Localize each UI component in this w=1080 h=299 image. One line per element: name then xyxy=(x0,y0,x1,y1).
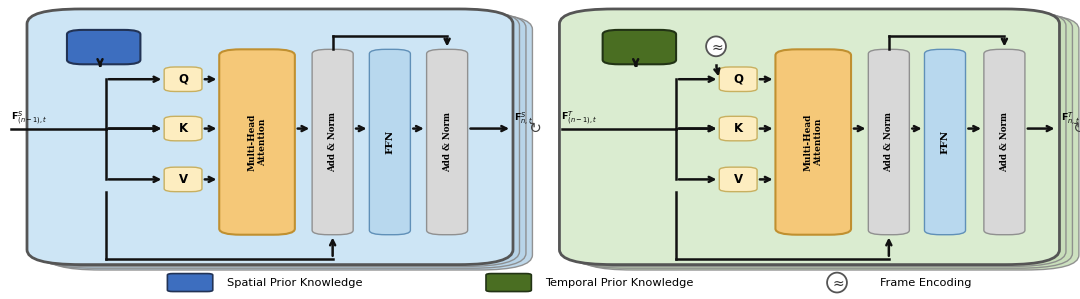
Text: Add & Norm: Add & Norm xyxy=(328,112,337,172)
FancyBboxPatch shape xyxy=(40,13,526,268)
Text: $\mathbf{F}^S_{n,t}$: $\mathbf{F}^S_{n,t}$ xyxy=(514,111,534,127)
FancyBboxPatch shape xyxy=(164,167,202,192)
Text: V: V xyxy=(733,173,743,186)
Text: $\mathbf{F}^S_{(n-1),t}$: $\mathbf{F}^S_{(n-1),t}$ xyxy=(11,109,48,127)
FancyBboxPatch shape xyxy=(167,274,213,292)
FancyBboxPatch shape xyxy=(312,49,353,235)
FancyBboxPatch shape xyxy=(33,11,519,266)
FancyBboxPatch shape xyxy=(427,49,468,235)
FancyBboxPatch shape xyxy=(924,49,966,235)
FancyBboxPatch shape xyxy=(219,49,295,235)
FancyBboxPatch shape xyxy=(27,9,513,265)
Text: $\circlearrowright$: $\circlearrowright$ xyxy=(526,121,543,136)
FancyBboxPatch shape xyxy=(46,14,532,270)
Text: FFN: FFN xyxy=(941,130,949,154)
FancyBboxPatch shape xyxy=(164,67,202,91)
Text: $\approx$: $\approx$ xyxy=(829,276,845,289)
Text: Add & Norm: Add & Norm xyxy=(885,112,893,172)
Text: Q: Q xyxy=(178,73,188,86)
Text: $\mathbf{F}^T_{n,t}$: $\mathbf{F}^T_{n,t}$ xyxy=(1061,111,1080,127)
FancyBboxPatch shape xyxy=(559,9,1059,265)
Text: Frame Encoding: Frame Encoding xyxy=(880,277,972,288)
FancyBboxPatch shape xyxy=(984,49,1025,235)
FancyBboxPatch shape xyxy=(67,30,140,64)
FancyBboxPatch shape xyxy=(868,49,909,235)
Text: K: K xyxy=(733,122,743,135)
FancyBboxPatch shape xyxy=(486,274,531,292)
Text: Multi-Head
Attention: Multi-Head Attention xyxy=(247,113,267,171)
FancyBboxPatch shape xyxy=(603,30,676,64)
FancyBboxPatch shape xyxy=(719,167,757,192)
Text: V: V xyxy=(178,173,188,186)
Text: $\approx$: $\approx$ xyxy=(708,39,724,53)
Text: $\circlearrowright$: $\circlearrowright$ xyxy=(1069,121,1080,136)
FancyBboxPatch shape xyxy=(572,13,1072,268)
Text: Add & Norm: Add & Norm xyxy=(443,112,451,172)
Text: Multi-Head
Attention: Multi-Head Attention xyxy=(804,113,823,171)
FancyBboxPatch shape xyxy=(369,49,410,235)
FancyBboxPatch shape xyxy=(164,116,202,141)
Text: Add & Norm: Add & Norm xyxy=(1000,112,1009,172)
Text: $\mathbf{F}^T_{(n-1),t}$: $\mathbf{F}^T_{(n-1),t}$ xyxy=(561,109,597,127)
FancyBboxPatch shape xyxy=(775,49,851,235)
Text: K: K xyxy=(178,122,188,135)
Text: Temporal Prior Knowledge: Temporal Prior Knowledge xyxy=(545,277,693,288)
Text: Q: Q xyxy=(733,73,743,86)
FancyBboxPatch shape xyxy=(719,67,757,91)
FancyBboxPatch shape xyxy=(566,11,1066,266)
FancyBboxPatch shape xyxy=(579,14,1079,270)
FancyBboxPatch shape xyxy=(719,116,757,141)
Text: FFN: FFN xyxy=(386,130,394,154)
Text: Spatial Prior Knowledge: Spatial Prior Knowledge xyxy=(227,277,362,288)
